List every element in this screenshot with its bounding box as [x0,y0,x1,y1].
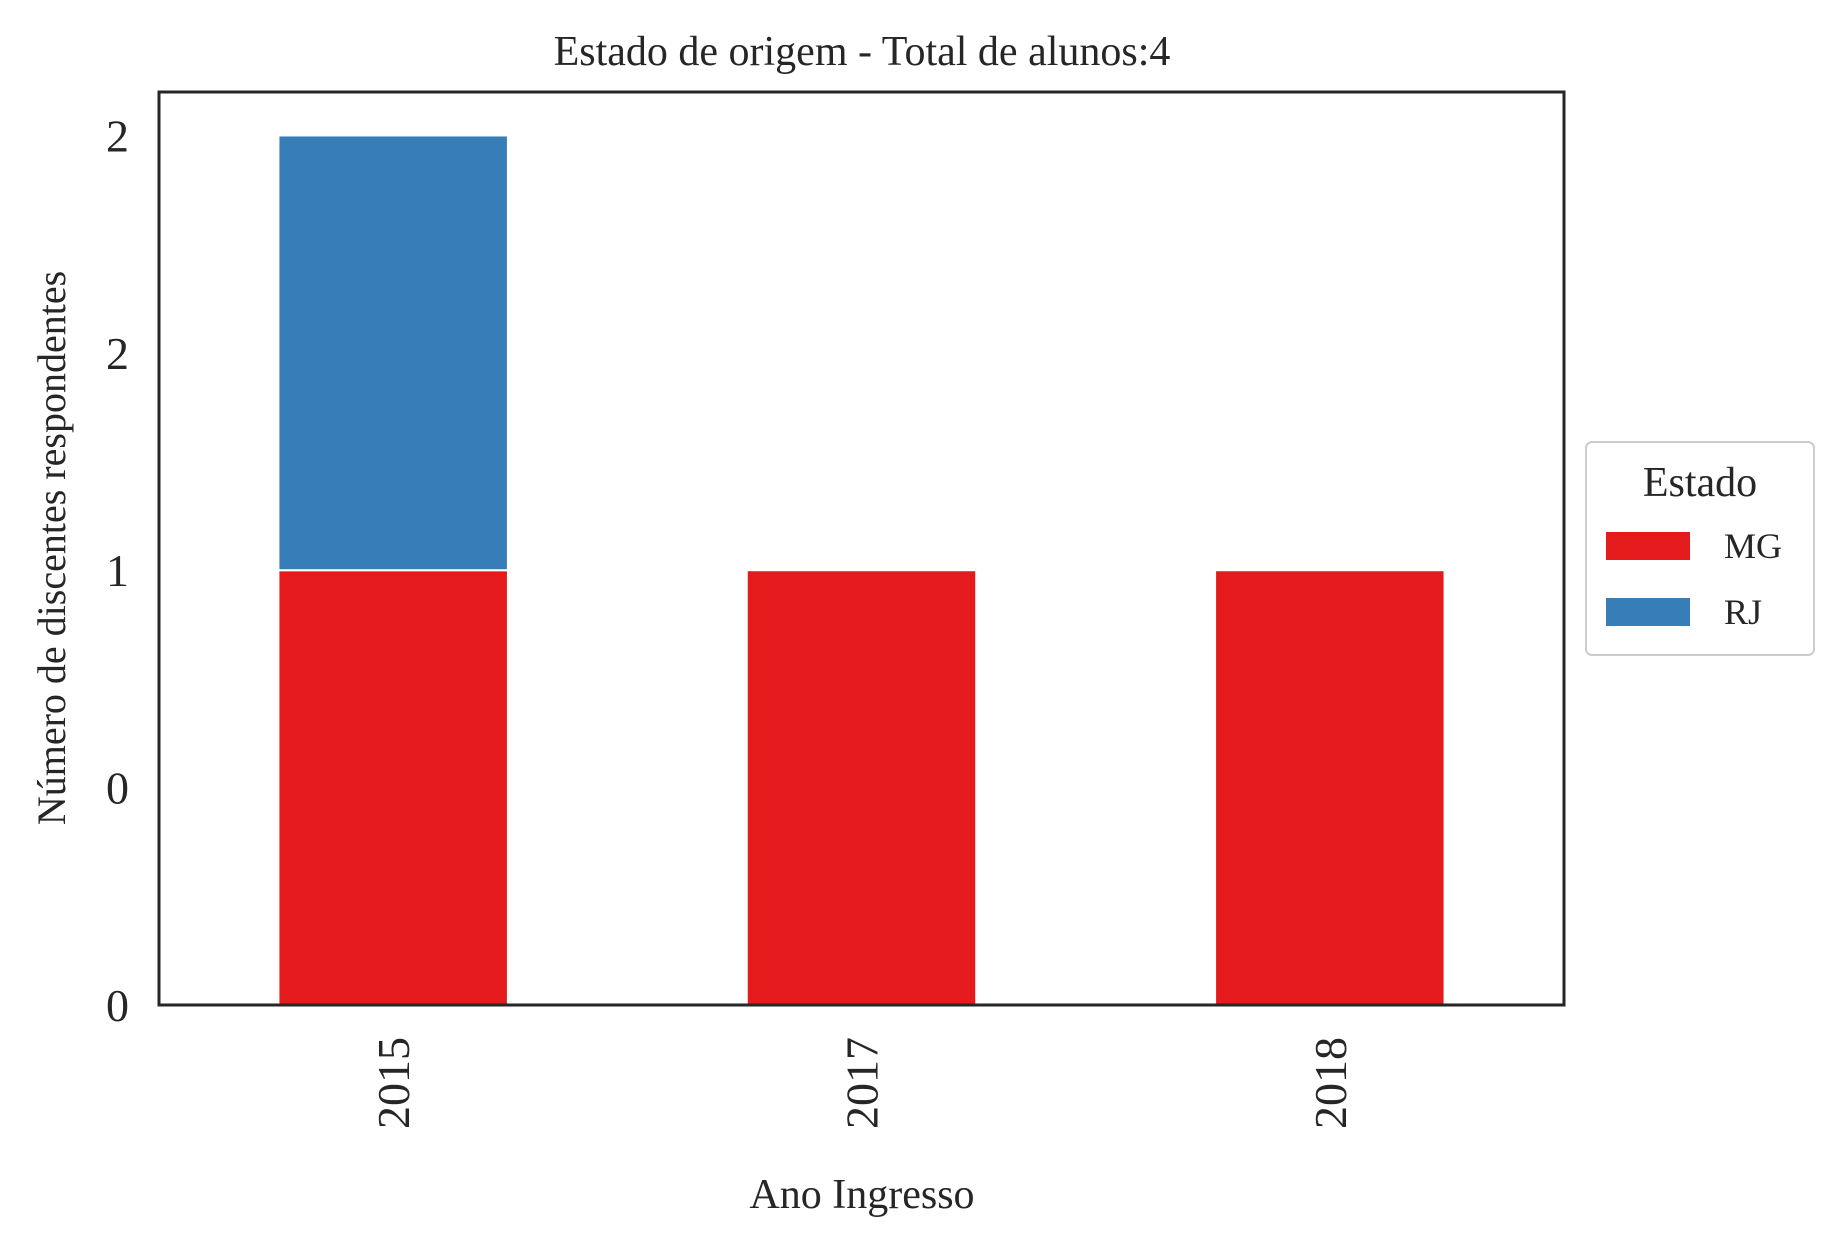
y-tick-label: 0 [106,980,129,1031]
legend-title: Estado [1643,460,1757,506]
y-tick-label: 1 [106,545,129,596]
x-tick-label-2015: 2015 [368,1037,419,1129]
x-tick-label-2017: 2017 [837,1037,888,1129]
plot-frame [157,90,1566,1007]
bar-rj-2015 [277,134,509,572]
bar-mg-2017 [745,569,978,1006]
legend-swatch-rj [1606,598,1690,626]
y-tick-label: 0 [106,763,129,814]
x-axis-label: Ano Ingresso [749,1172,974,1218]
x-ticks: 2015 2017 2018 [368,1037,1356,1129]
y-axis-label: Número de discentes respondentes [29,271,74,825]
bar-mg-2015 [277,569,509,1006]
legend: Estado MG RJ [1585,441,1815,656]
legend-label-rj: RJ [1724,592,1762,632]
bars [277,134,1446,1006]
y-tick-label: 2 [106,328,129,379]
x-tick-label-2018: 2018 [1305,1037,1356,1129]
bar-mg-2018 [1214,569,1446,1006]
chart-title: Estado de origem - Total de alunos:4 [554,29,1171,75]
legend-swatch-mg [1606,532,1690,560]
y-tick-label: 2 [106,110,129,161]
y-ticks: 0 0 1 2 2 [106,110,129,1031]
legend-entries: MG RJ [1606,526,1782,632]
legend-label-mg: MG [1724,526,1782,566]
